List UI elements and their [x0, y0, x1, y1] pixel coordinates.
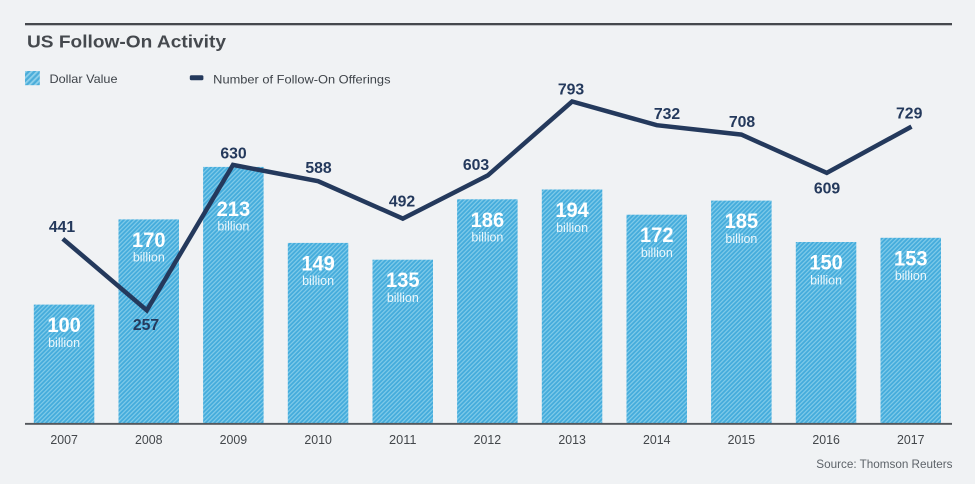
svg-text:172: 172 — [640, 223, 674, 247]
svg-text:billion: billion — [471, 231, 503, 245]
svg-text:170: 170 — [132, 228, 166, 252]
svg-text:185: 185 — [725, 209, 759, 233]
svg-text:708: 708 — [729, 114, 756, 131]
svg-text:186: 186 — [471, 208, 505, 232]
svg-text:2010: 2010 — [304, 432, 332, 447]
svg-text:billion: billion — [895, 269, 927, 283]
svg-text:2012: 2012 — [474, 432, 502, 447]
svg-text:150: 150 — [809, 251, 843, 275]
svg-text:billion: billion — [387, 291, 419, 305]
svg-text:billion: billion — [556, 221, 588, 235]
svg-text:billion: billion — [48, 336, 80, 350]
svg-text:630: 630 — [220, 145, 247, 162]
svg-text:153: 153 — [894, 246, 928, 270]
svg-text:149: 149 — [301, 251, 335, 275]
svg-text:billion: billion — [133, 251, 165, 265]
svg-text:2014: 2014 — [643, 432, 671, 447]
svg-text:2017: 2017 — [897, 432, 925, 447]
svg-text:609: 609 — [814, 181, 841, 198]
svg-text:2015: 2015 — [728, 432, 756, 447]
svg-text:588: 588 — [305, 160, 332, 177]
svg-text:213: 213 — [217, 197, 251, 221]
svg-text:Dollar Value: Dollar Value — [50, 72, 118, 86]
svg-text:729: 729 — [896, 105, 923, 122]
svg-text:100: 100 — [47, 313, 81, 337]
svg-text:2013: 2013 — [558, 432, 586, 447]
svg-text:2008: 2008 — [135, 432, 163, 447]
svg-text:135: 135 — [386, 268, 420, 292]
svg-text:257: 257 — [133, 317, 160, 334]
svg-text:billion: billion — [725, 232, 757, 246]
svg-text:billion: billion — [810, 273, 842, 287]
svg-text:793: 793 — [558, 82, 585, 99]
svg-text:billion: billion — [641, 246, 673, 260]
svg-text:441: 441 — [49, 219, 76, 236]
svg-text:Number of Follow-On Offerings: Number of Follow-On Offerings — [213, 72, 390, 86]
svg-text:2007: 2007 — [50, 432, 78, 447]
svg-text:732: 732 — [654, 106, 681, 123]
svg-text:2009: 2009 — [220, 432, 248, 447]
svg-text:194: 194 — [555, 198, 589, 222]
svg-text:Source: Thomson Reuters: Source: Thomson Reuters — [816, 458, 952, 471]
svg-text:492: 492 — [389, 194, 416, 211]
svg-text:603: 603 — [463, 157, 490, 174]
svg-text:2016: 2016 — [812, 432, 840, 447]
svg-text:US Follow-On Activity: US Follow-On Activity — [27, 31, 226, 51]
svg-text:2011: 2011 — [389, 432, 417, 447]
svg-text:billion: billion — [302, 274, 334, 288]
svg-text:billion: billion — [217, 220, 249, 234]
